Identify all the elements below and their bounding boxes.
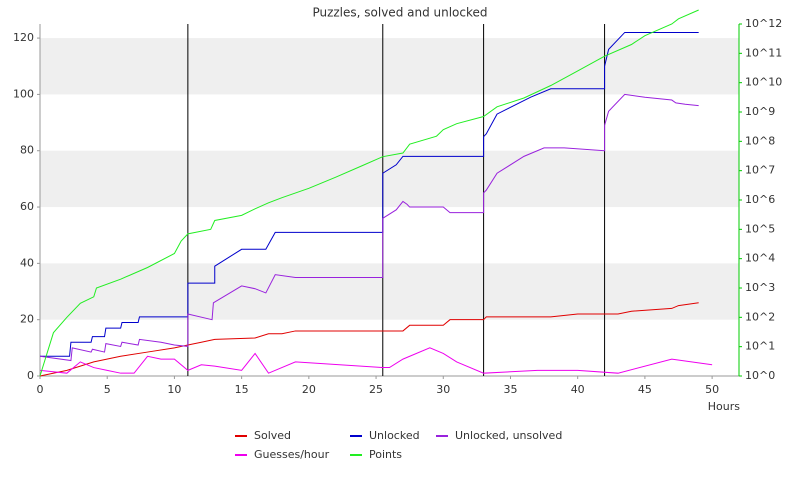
y2-tick-label: 10^0 <box>745 369 775 382</box>
y2-tick-label: 10^10 <box>745 76 782 89</box>
y-tick-label: 20 <box>20 313 34 326</box>
y-tick-label: 80 <box>20 144 34 157</box>
legend-label: Guesses/hour <box>254 448 330 461</box>
y-tick-label: 100 <box>13 87 34 100</box>
y2-tick-label: 10^7 <box>745 164 775 177</box>
legend-label: Unlocked <box>369 429 420 442</box>
y2-tick-label: 10^1 <box>745 340 775 353</box>
y-tick-label: 60 <box>20 200 34 213</box>
legend-label: Solved <box>254 429 291 442</box>
y2-tick-label: 10^3 <box>745 281 775 294</box>
legend-label: Unlocked, unsolved <box>455 429 562 442</box>
y-tick-label: 0 <box>27 369 34 382</box>
x-tick-label: 45 <box>638 383 652 396</box>
y-tick-label: 40 <box>20 256 34 269</box>
x-tick-label: 10 <box>167 383 181 396</box>
y2-tick-label: 10^2 <box>745 310 775 323</box>
x-tick-label: 0 <box>37 383 44 396</box>
legend-label: Points <box>369 448 402 461</box>
series-line <box>39 9 699 377</box>
x-tick-label: 40 <box>571 383 585 396</box>
y2-tick-label: 10^5 <box>745 222 775 235</box>
series-line <box>39 347 713 374</box>
x-tick-label: 25 <box>369 383 383 396</box>
x-axis-label: Hours <box>708 400 740 413</box>
x-tick-label: 35 <box>503 383 517 396</box>
x-tick-label: 50 <box>705 383 719 396</box>
series-line <box>40 31 699 357</box>
x-tick-label: 20 <box>302 383 316 396</box>
y-tick-label: 120 <box>13 31 34 44</box>
series-line <box>39 302 699 377</box>
grid-band <box>40 263 739 320</box>
y2-tick-label: 10^11 <box>745 46 782 59</box>
grid-band <box>40 38 739 95</box>
chart-title: Puzzles, solved and unlocked <box>312 6 487 20</box>
grid-band <box>40 150 739 208</box>
x-tick-label: 15 <box>235 383 249 396</box>
series-line <box>39 93 699 362</box>
y2-tick-label: 10^4 <box>745 252 775 265</box>
x-tick-label: 30 <box>436 383 450 396</box>
y2-tick-label: 10^12 <box>745 17 782 30</box>
y2-tick-label: 10^9 <box>745 105 775 118</box>
y2-tick-label: 10^8 <box>745 134 775 147</box>
y2-tick-label: 10^6 <box>745 193 775 206</box>
x-tick-label: 5 <box>104 383 111 396</box>
